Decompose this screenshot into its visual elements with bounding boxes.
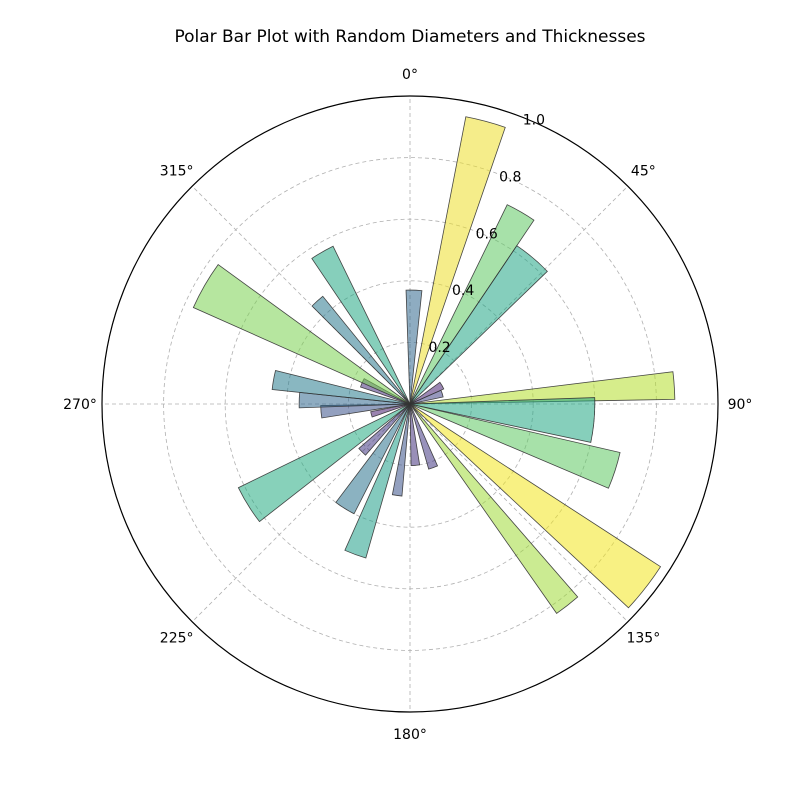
angle-tick-label: 0° bbox=[402, 67, 418, 83]
radial-tick-label: 0.4 bbox=[452, 283, 474, 299]
polar-bar bbox=[409, 204, 535, 405]
radial-tick-labels: 0.2 0.4 0.6 0.8 1.0 bbox=[428, 112, 545, 356]
angle-tick-label: 225° bbox=[160, 630, 194, 646]
polar-bar bbox=[409, 381, 445, 405]
polar-bar bbox=[311, 295, 411, 405]
polar-bar bbox=[405, 289, 423, 405]
polar-bar bbox=[409, 397, 596, 443]
polar-bar bbox=[409, 403, 579, 614]
polar-bar bbox=[391, 403, 411, 497]
polar-bar bbox=[344, 403, 411, 559]
angle-tick-label: 135° bbox=[626, 630, 660, 646]
angle-tick-label: 90° bbox=[728, 397, 753, 413]
polar-bar bbox=[409, 371, 676, 405]
radial-tick-label: 0.2 bbox=[428, 340, 450, 356]
polar-bar bbox=[370, 403, 411, 418]
bar-series bbox=[192, 116, 676, 614]
polar-bar bbox=[335, 403, 411, 515]
angle-tick-labels: 0° 45° 90° 135° 180° 225° 270° 315° bbox=[63, 67, 752, 743]
polar-bar bbox=[237, 403, 411, 523]
polar-bar bbox=[311, 245, 411, 405]
angle-tick-label: 315° bbox=[160, 164, 194, 180]
polar-bar bbox=[409, 403, 439, 470]
polar-bar bbox=[409, 389, 444, 405]
angle-tick-label: 45° bbox=[631, 164, 656, 180]
polar-bar bbox=[409, 116, 506, 405]
polar-bar bbox=[409, 403, 421, 466]
radial-tick-label: 0.8 bbox=[499, 169, 521, 185]
chart-title: Polar Bar Plot with Random Diameters and… bbox=[174, 27, 645, 47]
polar-bar bbox=[271, 369, 411, 405]
grid-spoke-3 bbox=[409, 403, 629, 623]
polar-bar bbox=[409, 403, 621, 489]
polar-bar bbox=[192, 264, 411, 405]
angle-tick-label: 180° bbox=[393, 727, 427, 743]
angle-tick-label: 270° bbox=[63, 397, 97, 413]
polar-bar bbox=[409, 403, 662, 609]
polar-bar bbox=[409, 245, 548, 405]
polar-bar bbox=[358, 403, 411, 456]
radial-tick-label: 0.6 bbox=[476, 226, 498, 242]
polar-frame bbox=[101, 95, 719, 713]
radial-tick-label: 1.0 bbox=[523, 112, 545, 128]
